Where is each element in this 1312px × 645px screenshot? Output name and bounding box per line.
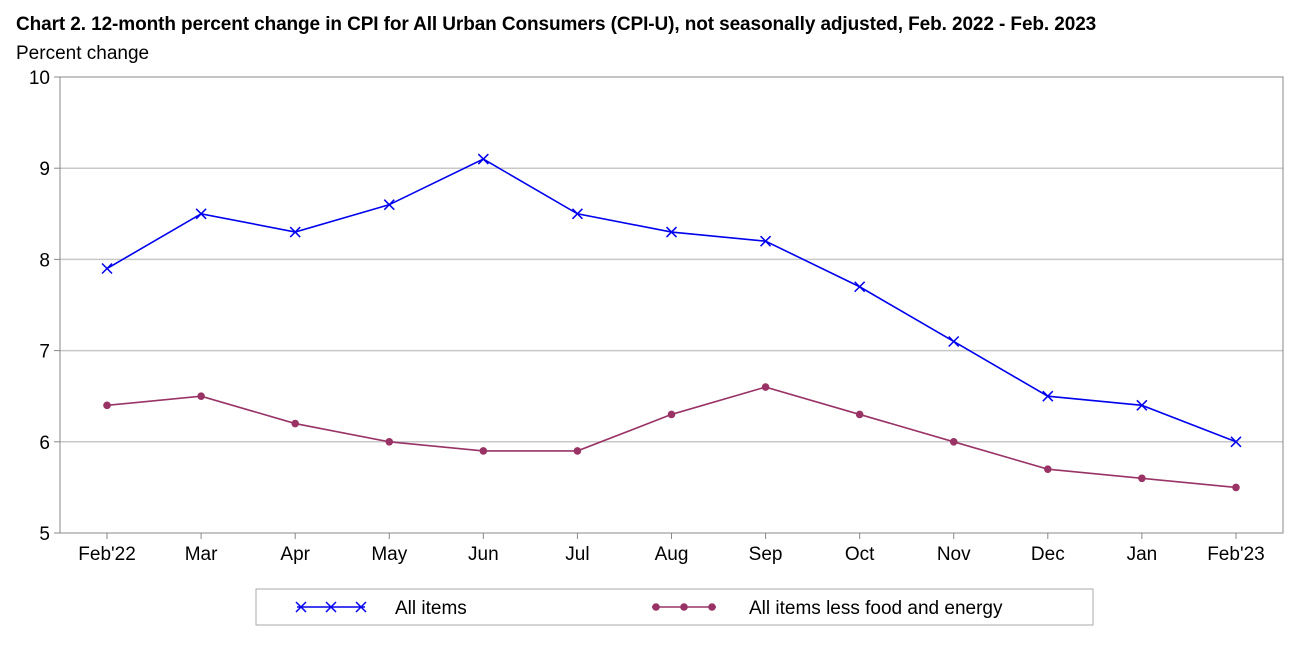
legend-label: All items xyxy=(395,598,467,619)
x-marker-stroke xyxy=(101,262,113,275)
data-point xyxy=(948,335,960,348)
x-tick-label: May xyxy=(371,544,407,565)
x-tick-label: Oct xyxy=(845,544,875,565)
y-tick-label: 10 xyxy=(29,68,50,89)
legend-marker xyxy=(652,603,660,611)
y-tick-label: 5 xyxy=(39,524,50,545)
data-point xyxy=(854,281,866,293)
data-point xyxy=(1138,474,1146,483)
x-tick-label: Dec xyxy=(1031,544,1065,565)
data-point xyxy=(665,226,678,238)
y-tick-label: 9 xyxy=(39,159,50,180)
legend-item: All items xyxy=(295,598,467,619)
legend-marker xyxy=(355,601,367,613)
data-point xyxy=(855,410,864,419)
series-all-items xyxy=(101,153,1242,448)
data-point xyxy=(667,410,676,419)
legend: All items All items less food and energy xyxy=(255,588,1094,626)
series-layer xyxy=(101,153,1242,492)
data-point xyxy=(571,208,583,220)
data-point xyxy=(1230,436,1242,448)
x-tick-label: Jan xyxy=(1127,544,1158,565)
data-point xyxy=(573,447,582,455)
series-line xyxy=(106,158,1237,443)
legend-marker xyxy=(325,601,337,613)
x-marker-stroke xyxy=(195,208,207,220)
series-all-items-less-food-and-energy xyxy=(103,383,1240,492)
data-point xyxy=(197,392,205,401)
data-point xyxy=(761,383,770,391)
data-point xyxy=(479,447,488,455)
x-marker-stroke xyxy=(295,601,307,613)
legend-item: All items less food and energy xyxy=(652,598,1003,619)
data-point xyxy=(101,262,113,275)
data-point xyxy=(1232,483,1240,492)
y-tick-label: 6 xyxy=(39,433,50,454)
data-point xyxy=(291,419,299,428)
data-point xyxy=(760,235,772,247)
x-marker-stroke xyxy=(1042,390,1054,402)
data-point xyxy=(385,438,394,446)
x-marker-stroke xyxy=(665,226,678,238)
x-marker-stroke xyxy=(355,601,367,613)
x-tick-label: Apr xyxy=(280,544,310,565)
x-tick-label: Sep xyxy=(749,544,783,565)
legend-label: All items less food and energy xyxy=(749,598,1003,619)
x-marker-stroke xyxy=(948,335,960,348)
x-marker-stroke xyxy=(289,226,301,238)
x-marker-stroke xyxy=(383,199,395,211)
x-axis-ticks: Feb'22 Mar Apr May Jun Jul Aug Sep Oct Nov Dec Jan F… xyxy=(78,533,1265,565)
grid-lines xyxy=(60,167,1283,443)
x-marker-stroke xyxy=(1136,399,1148,411)
y-axis-label: Percent change xyxy=(16,43,150,64)
data-point xyxy=(383,199,395,211)
legend-marker xyxy=(295,601,307,613)
data-point xyxy=(949,438,958,446)
data-point xyxy=(103,401,111,410)
data-point xyxy=(477,153,489,165)
y-tick-label: 8 xyxy=(39,250,50,271)
data-point xyxy=(1042,390,1054,402)
x-tick-label: Mar xyxy=(185,544,218,565)
x-marker-stroke xyxy=(1230,436,1242,448)
data-point xyxy=(1136,399,1148,411)
series-line xyxy=(106,386,1237,489)
y-axis-ticks: 5 6 7 8 9 10 xyxy=(29,68,60,545)
x-tick-label: Feb'23 xyxy=(1207,544,1265,565)
x-marker-stroke xyxy=(854,281,866,293)
data-point xyxy=(289,226,301,238)
x-tick-label: Nov xyxy=(937,544,971,565)
x-tick-label: Jun xyxy=(468,544,499,565)
x-tick-label: Jul xyxy=(565,544,589,565)
x-marker-stroke xyxy=(325,601,337,613)
x-tick-label: Aug xyxy=(655,544,689,565)
data-point xyxy=(195,208,207,220)
data-point xyxy=(1044,465,1052,473)
plot-frame xyxy=(59,76,1284,534)
x-marker-stroke xyxy=(760,235,772,247)
legend-marker xyxy=(708,603,716,611)
x-marker-stroke xyxy=(571,208,583,220)
y-tick-label: 7 xyxy=(39,342,50,363)
x-tick-label: Feb'22 xyxy=(78,544,136,565)
chart-title: Chart 2. 12-month percent change in CPI … xyxy=(16,14,1097,35)
x-marker-stroke xyxy=(477,153,489,165)
legend-marker xyxy=(680,603,688,611)
